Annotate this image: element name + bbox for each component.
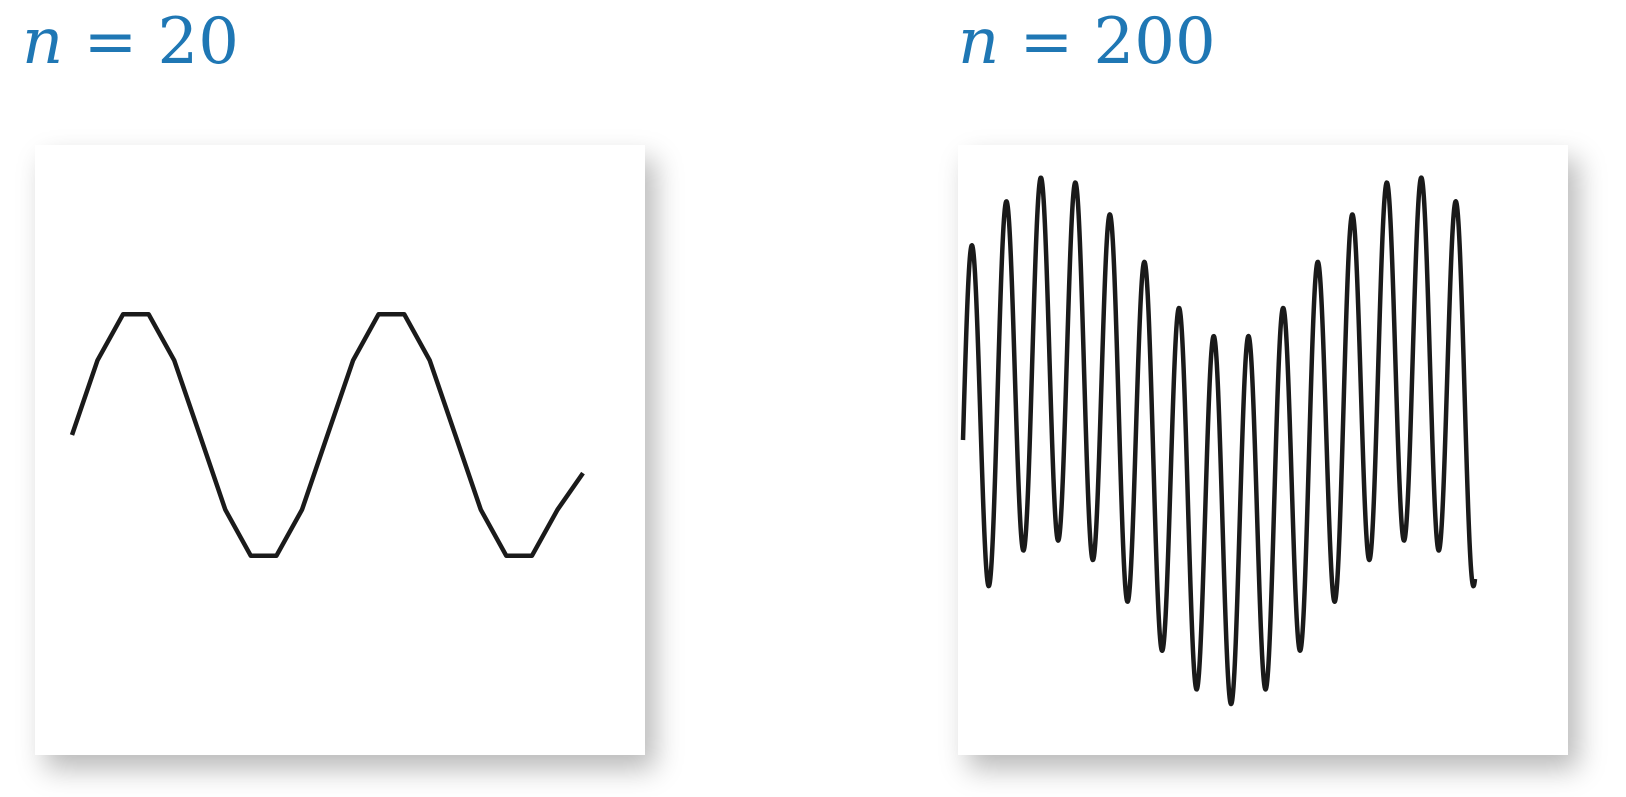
chart-title-n200: n = 200 [958,10,1216,74]
title-variable: n [22,5,64,79]
chart-plot-area [960,175,1478,707]
series-line [960,175,1478,707]
plot-panel-n200 [958,145,1568,755]
chart-plot-area [69,311,585,559]
title-value: = 20 [63,5,239,79]
plot-panel-n20 [35,145,645,755]
series-line [69,311,585,559]
chart-title-n20: n = 20 [22,10,239,74]
title-value: = 200 [999,5,1216,79]
title-variable: n [958,5,1000,79]
